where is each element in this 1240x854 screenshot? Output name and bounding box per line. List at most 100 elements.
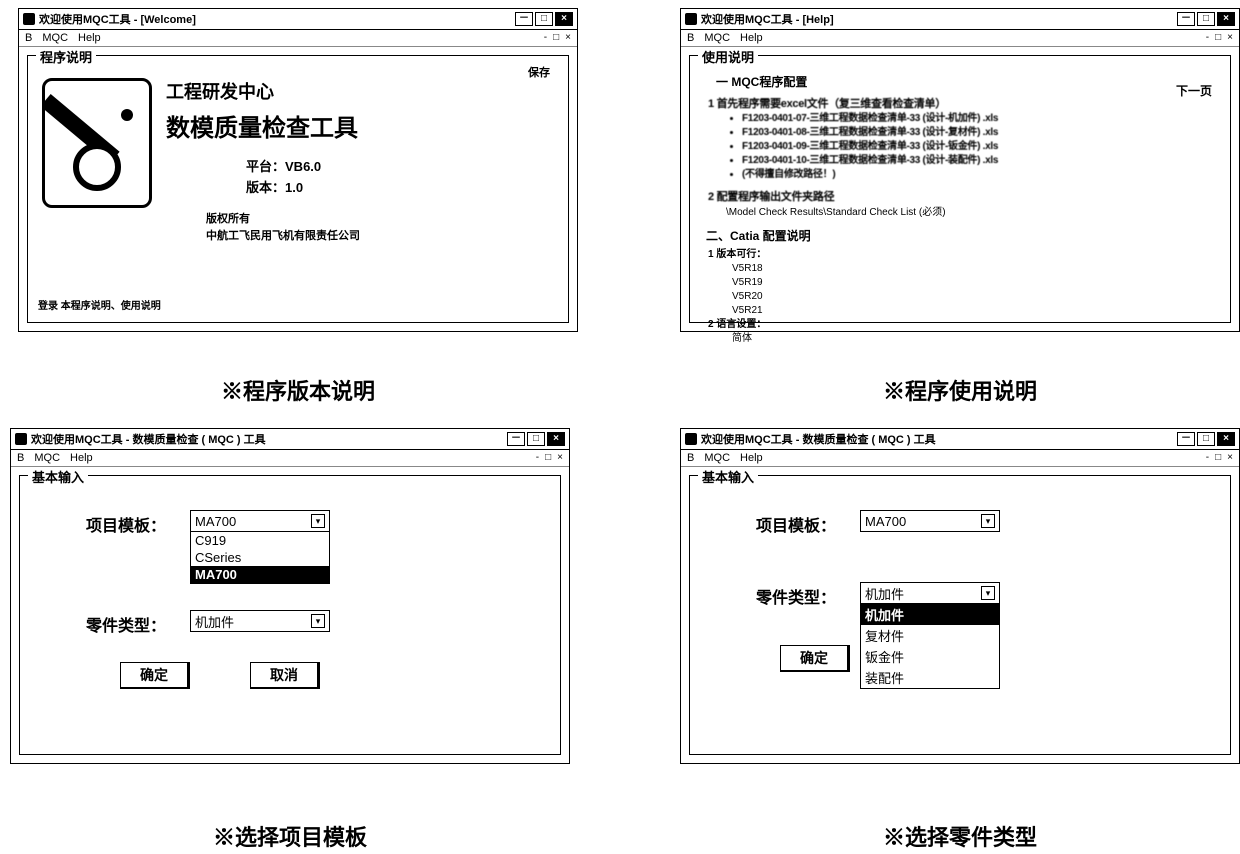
chevron-down-icon[interactable]: ▾ <box>981 514 995 528</box>
template-label: 项目模板： <box>710 510 860 536</box>
mdi-min-icon[interactable]: - <box>1206 452 1209 464</box>
groupbox-legend: 程序说明 <box>36 47 96 66</box>
parttype-dropdown[interactable]: 机加件 复材件 钣金件 装配件 <box>860 604 1000 689</box>
menu-b[interactable]: B <box>687 32 694 44</box>
titlebar-form4: 欢迎使用MQC工具 - 数模质量检查 ( MQC ) 工具 － □ × <box>681 429 1239 450</box>
help-sec2: 2 配置程序输出文件夹路径 <box>708 190 1218 205</box>
menubar: B MQC Help - □ × <box>681 30 1239 47</box>
maximize-button[interactable]: □ <box>527 432 545 446</box>
chevron-down-icon[interactable]: ▾ <box>311 614 325 628</box>
groupbox-legend: 基本输入 <box>698 467 758 486</box>
parttype-option-selected[interactable]: 机加件 <box>861 604 999 625</box>
app-logo-icon <box>42 78 152 208</box>
parttype-value: 机加件 <box>195 612 234 631</box>
menu-mqc[interactable]: MQC <box>704 452 730 464</box>
menubar: B MQC Help - □ × <box>19 30 577 47</box>
template-option[interactable]: C919 <box>191 532 329 549</box>
help-sec1: 1 首先程序需要excel文件（复三维查看检查清单） <box>708 97 1218 112</box>
maximize-button[interactable]: □ <box>1197 432 1215 446</box>
minimize-button[interactable]: － <box>1177 432 1195 446</box>
help-sec4: 2 语言设置： <box>708 318 1218 332</box>
template-combo[interactable]: MA700 ▾ <box>860 510 1000 532</box>
close-button[interactable]: × <box>555 12 573 26</box>
chevron-down-icon[interactable]: ▾ <box>311 514 325 528</box>
menu-help[interactable]: Help <box>70 452 93 464</box>
parttype-option[interactable]: 装配件 <box>861 667 999 688</box>
mdi-close-icon[interactable]: × <box>565 32 571 44</box>
caption-template: ※选择项目模板 <box>10 820 570 852</box>
mdi-max-icon[interactable]: □ <box>1215 32 1221 44</box>
mdi-close-icon[interactable]: × <box>1227 452 1233 464</box>
window-title: 欢迎使用MQC工具 - 数模质量检查 ( MQC ) 工具 <box>701 431 936 447</box>
ok-button[interactable]: 确定 <box>120 662 190 689</box>
caption-help: ※程序使用说明 <box>680 374 1240 406</box>
company-name: 中航工飞民用飞机有限责任公司 <box>206 228 360 246</box>
version-list: V5R18 V5R19 V5R20 V5R21 <box>732 262 1218 318</box>
template-combo[interactable]: MA700 ▾ C919 CSeries MA700 <box>190 510 330 584</box>
template-option[interactable]: CSeries <box>191 549 329 566</box>
mdi-min-icon[interactable]: - <box>536 452 539 464</box>
center-name: 工程研发中心 <box>166 78 360 104</box>
template-option-selected[interactable]: MA700 <box>191 566 329 583</box>
mdi-close-icon[interactable]: × <box>557 452 563 464</box>
template-value: MA700 <box>195 514 236 529</box>
mdi-min-icon[interactable]: - <box>544 32 547 44</box>
menu-help[interactable]: Help <box>78 32 101 44</box>
mdi-max-icon[interactable]: □ <box>545 452 551 464</box>
footer-hint: 登录 本程序说明、使用说明 <box>38 297 161 312</box>
groupbox-legend: 使用说明 <box>698 47 758 66</box>
cancel-button[interactable]: 取消 <box>250 662 320 689</box>
titlebar-form3: 欢迎使用MQC工具 - 数模质量检查 ( MQC ) 工具 － □ × <box>11 429 569 450</box>
parttype-option[interactable]: 复材件 <box>861 625 999 646</box>
menu-mqc[interactable]: MQC <box>42 32 68 44</box>
parttype-label: 零件类型： <box>710 582 860 608</box>
parttype-value: 机加件 <box>865 584 904 603</box>
save-button[interactable]: 保存 <box>528 64 550 80</box>
menu-b[interactable]: B <box>25 32 32 44</box>
caption-parttype: ※选择零件类型 <box>680 820 1240 852</box>
minimize-button[interactable]: － <box>507 432 525 446</box>
window-title: 欢迎使用MQC工具 - [Help] <box>701 11 834 27</box>
menu-mqc[interactable]: MQC <box>34 452 60 464</box>
parttype-combo[interactable]: 机加件 ▾ <box>190 610 330 632</box>
titlebar-help: 欢迎使用MQC工具 - [Help] － □ × <box>681 9 1239 30</box>
close-button[interactable]: × <box>1217 432 1235 446</box>
help-path: \Model Check Results\Standard Check List… <box>726 206 1218 220</box>
help-file-list: F1203-0401-07-三维工程数据检查清单-33 (设计-机加件) .xl… <box>742 112 1218 182</box>
minimize-button[interactable]: － <box>1177 12 1195 26</box>
menu-b[interactable]: B <box>17 452 24 464</box>
template-value: MA700 <box>865 514 906 529</box>
maximize-button[interactable]: □ <box>1197 12 1215 26</box>
mdi-max-icon[interactable]: □ <box>553 32 559 44</box>
help-heading-2: 二、Catia 配置说明 <box>706 228 1218 245</box>
system-icon <box>685 13 697 25</box>
template-dropdown[interactable]: C919 CSeries MA700 <box>190 532 330 584</box>
help-heading-1: 一 MQC程序配置 <box>716 74 1218 91</box>
close-button[interactable]: × <box>1217 12 1235 26</box>
mdi-max-icon[interactable]: □ <box>1215 452 1221 464</box>
maximize-button[interactable]: □ <box>535 12 553 26</box>
mdi-min-icon[interactable]: - <box>1206 32 1209 44</box>
template-label: 项目模板： <box>40 510 190 536</box>
close-button[interactable]: × <box>547 432 565 446</box>
menu-help[interactable]: Help <box>740 32 763 44</box>
menu-b[interactable]: B <box>687 452 694 464</box>
mdi-close-icon[interactable]: × <box>1227 32 1233 44</box>
menu-mqc[interactable]: MQC <box>704 32 730 44</box>
minimize-button[interactable]: － <box>515 12 533 26</box>
parttype-combo[interactable]: 机加件 ▾ 机加件 复材件 钣金件 装配件 <box>860 582 1000 689</box>
menubar: B MQC Help - □ × <box>11 450 569 467</box>
ok-button[interactable]: 确定 <box>780 645 850 672</box>
menu-help[interactable]: Help <box>740 452 763 464</box>
help-lang: 简体 <box>732 332 1218 346</box>
window-title: 欢迎使用MQC工具 - 数模质量检查 ( MQC ) 工具 <box>31 431 266 447</box>
version-row: 版本：1.0 <box>246 178 360 199</box>
system-icon <box>685 433 697 445</box>
groupbox-legend: 基本输入 <box>28 467 88 486</box>
system-icon <box>23 13 35 25</box>
titlebar-welcome: 欢迎使用MQC工具 - [Welcome] － □ × <box>19 9 577 30</box>
system-icon <box>15 433 27 445</box>
parttype-option[interactable]: 钣金件 <box>861 646 999 667</box>
chevron-down-icon[interactable]: ▾ <box>981 586 995 600</box>
caption-welcome: ※程序版本说明 <box>18 374 578 406</box>
